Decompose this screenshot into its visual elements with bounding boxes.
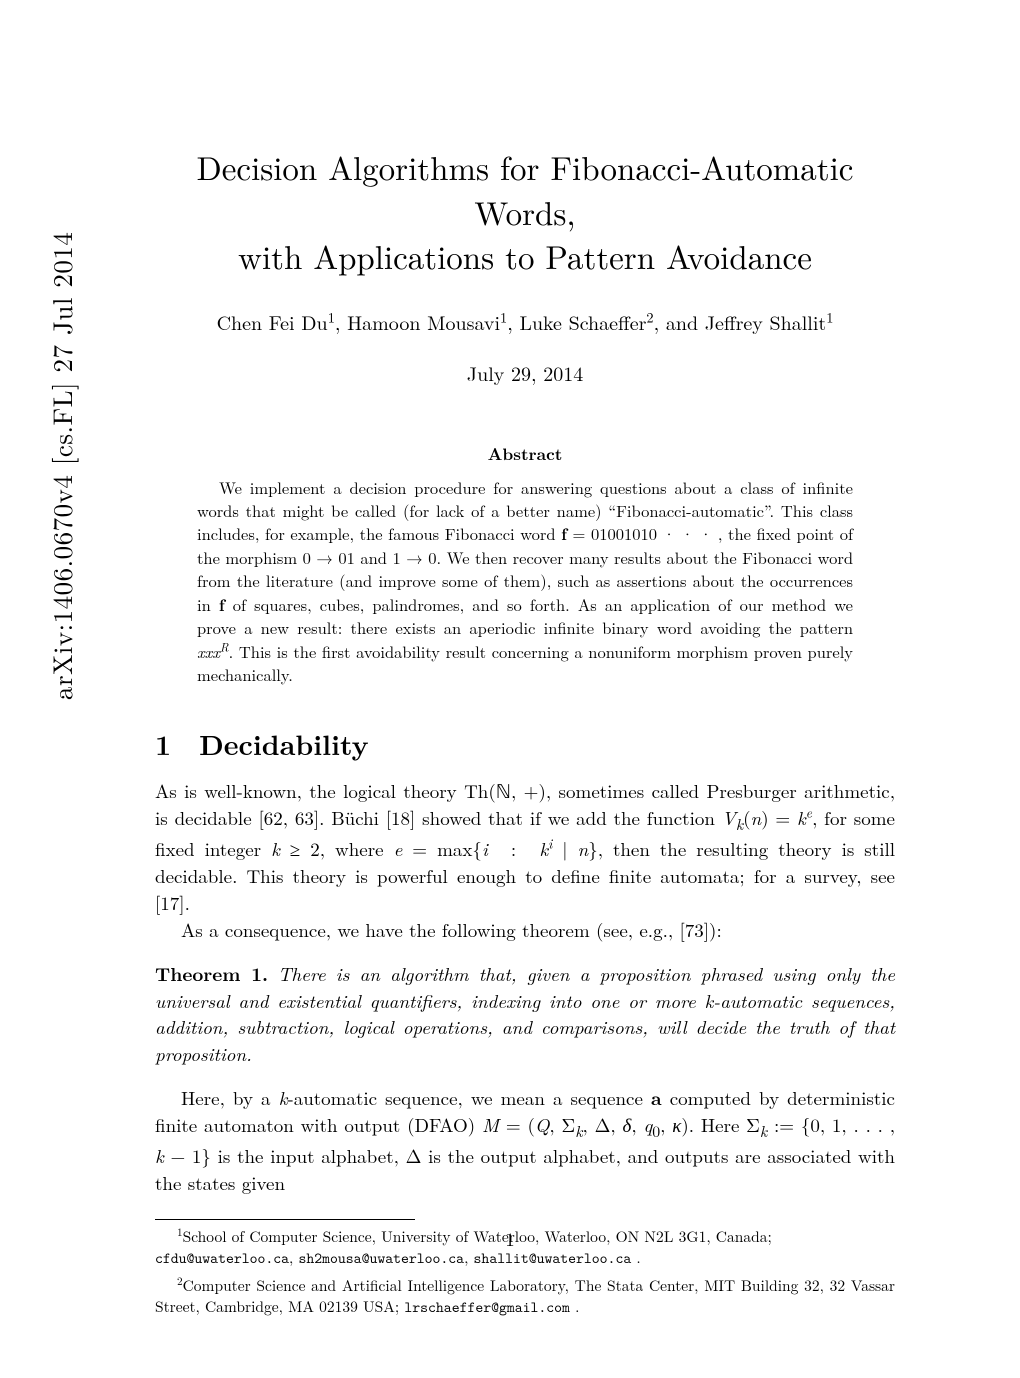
footnote-rule (155, 1219, 415, 1220)
paragraph-2: As a consequence, we have the following … (155, 917, 895, 944)
abstract-heading: Abstract (155, 442, 895, 466)
title-line-1: Decision Algorithms for Fibonacci-Automa… (197, 143, 854, 235)
paragraph-1: As is well-known, the logical theory Th(… (155, 778, 895, 916)
theorem-1: Theorem 1. There is an algorithm that, g… (155, 960, 895, 1069)
paper-page: Decision Algorithms for Fibonacci-Automa… (0, 0, 1020, 1378)
footnote-2: 2Computer Science and Artificial Intelli… (155, 1275, 895, 1318)
date: July 29, 2014 (155, 358, 895, 387)
paper-title: Decision Algorithms for Fibonacci-Automa… (155, 145, 895, 279)
theorem-label: Theorem 1. (155, 959, 268, 987)
authors: Chen Fei Du1, Hamoon Mousavi1, Luke Scha… (155, 307, 895, 336)
section-number: 1 (155, 724, 171, 764)
title-line-2: with Applications to Pattern Avoidance (238, 232, 812, 279)
section-title: Decidability (199, 724, 369, 764)
paragraph-3: Here, by a k-automatic sequence, we mean… (155, 1084, 895, 1196)
page-number: 1 (0, 1225, 1020, 1252)
abstract-body: We implement a decision procedure for an… (197, 476, 853, 687)
section-heading: 1 Decidability (155, 724, 895, 764)
